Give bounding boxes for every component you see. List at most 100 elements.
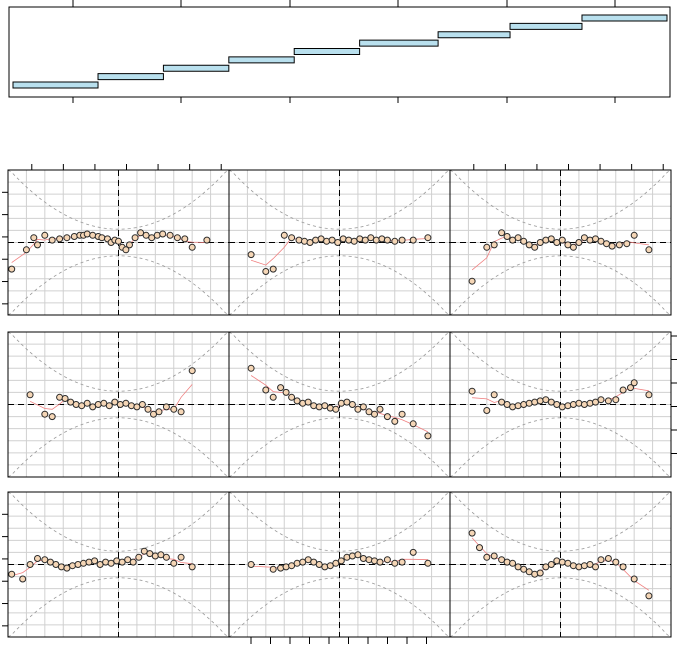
data-point [269,265,277,273]
data-point [350,237,358,245]
data-point [558,236,566,244]
data-point [269,565,277,573]
data-point [503,558,511,566]
data-point [490,552,498,560]
envelope-upper [449,331,672,392]
data-point [306,239,314,246]
data-point [630,231,638,239]
data-point [41,231,49,239]
data-point [293,559,301,567]
data-point [509,559,517,567]
data-point [409,236,417,244]
data-point [69,562,76,570]
interval-bar [162,64,230,72]
data-point [623,240,631,248]
data-point [547,561,555,568]
data-point [127,402,135,410]
data-point [645,391,653,399]
data-point [74,561,82,568]
data-point [137,229,145,237]
data-point [558,403,566,411]
data-point [503,233,511,240]
panel-8 [228,491,451,638]
data-point [365,556,373,564]
data-point [376,405,384,413]
data-point [34,241,41,249]
data-point [531,398,539,406]
data-point [181,235,189,243]
data-point [98,234,106,242]
data-point [26,561,34,568]
data-point [247,251,255,259]
interval-bar [293,48,361,55]
data-point [48,236,56,244]
data-point [612,558,620,566]
data-point [328,236,336,244]
data-point [188,367,196,375]
envelope-upper [228,491,451,552]
data-point [615,241,623,249]
data-point [312,236,320,244]
data-point [177,408,185,416]
data-point [57,563,65,571]
data-point [288,393,296,401]
data-point [26,391,34,399]
data-point [553,557,561,565]
data-point [409,548,417,556]
data-point [113,557,121,565]
data-point [277,384,285,392]
panel-9 [449,491,672,638]
data-point [612,396,620,404]
data-point [509,403,517,411]
data-point [359,555,367,562]
data-point [188,563,196,571]
data-point [536,239,544,246]
data-point [129,558,137,566]
data-point [299,399,307,407]
data-point [295,236,303,244]
panel-grid [2,164,677,644]
data-point [468,277,476,285]
envelope-upper [7,331,230,392]
data-point [608,242,616,250]
data-point [586,399,594,407]
data-point [326,404,334,412]
data-point [19,575,27,583]
data-point [391,559,399,567]
data-point [157,551,165,559]
data-point [604,397,612,405]
data-point [203,236,211,244]
data-point [262,386,270,394]
data-point [531,570,539,578]
data-point [630,379,638,387]
data-point [468,529,476,537]
data-point [383,556,391,564]
panel-6 [449,331,672,478]
axis-ticks [2,164,677,644]
data-point [345,236,353,244]
data-point [262,268,270,275]
data-point [48,413,56,421]
data-point [575,239,583,246]
data-point [138,401,146,408]
data-point [173,234,181,242]
panel-3 [449,169,672,316]
data-point [282,563,290,571]
data-point [490,241,498,249]
data-point [398,410,406,418]
data-point [144,405,152,413]
data-point [356,235,364,243]
data-point [107,559,115,567]
data-point [170,559,178,567]
data-point [85,558,93,566]
data-point [372,236,380,244]
data-point [569,243,577,251]
data-point [332,405,340,413]
interval-bar [12,81,99,89]
data-point [409,420,417,428]
data-point [348,401,356,408]
data-point [604,555,612,562]
data-point [8,265,16,273]
panel-frame [449,491,672,638]
